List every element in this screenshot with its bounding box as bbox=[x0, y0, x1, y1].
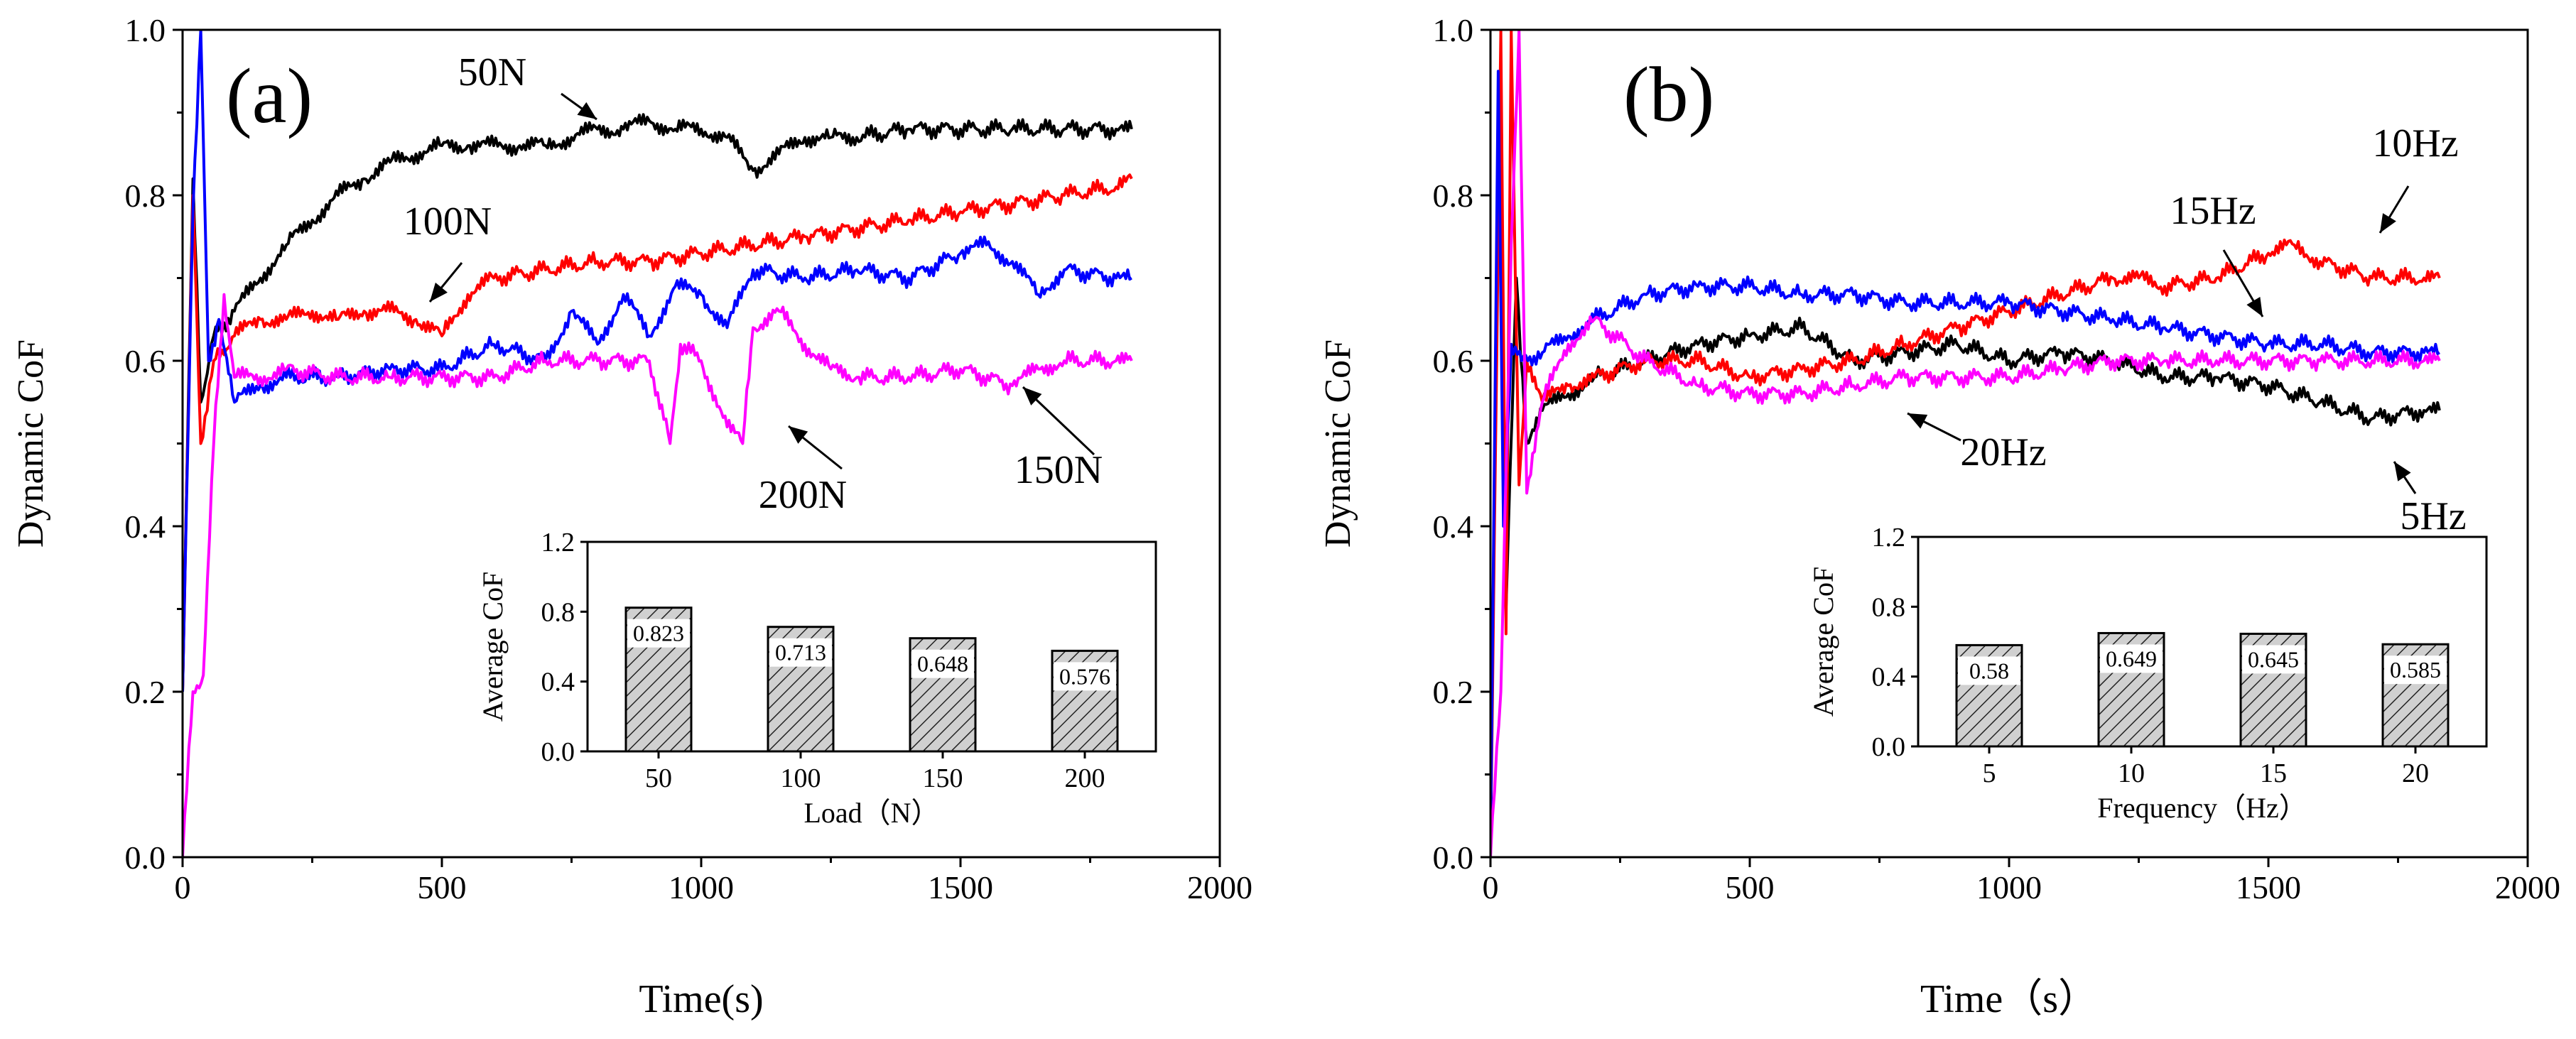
inset-bar-label-bg bbox=[627, 619, 690, 648]
inset-x-axis-label: Load（N） bbox=[803, 797, 939, 829]
annotation-arrowhead bbox=[1023, 387, 1042, 406]
annotation-arrowhead bbox=[2394, 462, 2411, 482]
series-line-15Hz bbox=[1490, 70, 2440, 857]
inset-bar-label-bg bbox=[2242, 645, 2305, 674]
panel-b: 0 500 1000 1500 2000 0.0 0.2 0.4 0.6 0.8 1.0 Time（s… bbox=[1318, 12, 2560, 1021]
x-tick-label: 500 bbox=[418, 869, 467, 905]
annotation-label: 10Hz bbox=[2372, 121, 2458, 165]
inset-bar-value-label: 0.585 bbox=[2390, 657, 2441, 682]
inset-bar-label-bg bbox=[2384, 656, 2447, 685]
inset-y-tick-label: 0.8 bbox=[1872, 592, 1906, 622]
inset-y-tick-label: 1.2 bbox=[541, 528, 575, 557]
annotation-arrowhead bbox=[577, 102, 597, 119]
inset-bar-label-bg bbox=[911, 649, 974, 678]
inset-x-tick-label: 150 bbox=[923, 763, 963, 793]
y-tick-label: 0.0 bbox=[125, 839, 166, 876]
annotation-label: 20Hz bbox=[1960, 430, 2046, 474]
inset-y-tick-label: 0.4 bbox=[541, 668, 575, 697]
annotation-label: 150N bbox=[1014, 448, 1103, 492]
annotation-label: 15Hz bbox=[2170, 189, 2256, 233]
series-line-100N bbox=[183, 173, 1133, 692]
inset-y-tick-label: 0.0 bbox=[541, 737, 575, 767]
inset-y-tick-label: 1.2 bbox=[1872, 523, 1906, 553]
inset-y-axis-label: Average CoF bbox=[1807, 567, 1839, 717]
y-tick-label: 0.8 bbox=[125, 178, 166, 214]
series-line-20Hz bbox=[1490, 30, 2441, 857]
series-line-200N bbox=[183, 293, 1133, 857]
inset-bar-label-bg bbox=[769, 638, 832, 667]
inset-bar-value-label: 0.648 bbox=[917, 651, 968, 677]
y-tick-label: 1.0 bbox=[1433, 12, 1474, 48]
y-tick-label: 0.0 bbox=[1433, 839, 1474, 876]
panel-label: (b) bbox=[1623, 51, 1714, 138]
annotation-arrowhead bbox=[1907, 413, 1928, 429]
inset-bar-value-label: 0.649 bbox=[2106, 646, 2157, 671]
inset-y-tick-label: 0.0 bbox=[1872, 732, 1906, 762]
inset-bar-value-label: 0.58 bbox=[1969, 658, 2009, 683]
x-tick-label: 1000 bbox=[669, 869, 734, 905]
inset-x-tick-label: 50 bbox=[645, 763, 672, 793]
annotation-arrowhead bbox=[430, 282, 448, 302]
series-line-10Hz bbox=[1490, 30, 2441, 857]
series-line-50N bbox=[183, 113, 1133, 692]
annotation-label: 100N bbox=[404, 200, 492, 244]
x-axis-label: Time（s） bbox=[1920, 977, 2098, 1021]
annotation-arrowhead bbox=[2380, 213, 2396, 233]
inset-x-tick-label: 100 bbox=[781, 763, 821, 793]
x-tick-label: 0 bbox=[1483, 869, 1499, 905]
x-tick-label: 2000 bbox=[2495, 869, 2560, 905]
inset-x-tick-label: 20 bbox=[2402, 758, 2429, 788]
y-tick-label: 0.4 bbox=[1433, 508, 1474, 545]
y-axis-label: Dynamic CoF bbox=[1318, 339, 1358, 548]
x-tick-label: 2000 bbox=[1187, 869, 1252, 905]
x-tick-label: 1500 bbox=[2236, 869, 2301, 905]
inset-y-axis-label: Average CoF bbox=[477, 572, 509, 722]
inset-bar-value-label: 0.823 bbox=[633, 621, 684, 646]
inset-x-tick-label: 5 bbox=[1983, 758, 1996, 788]
inset-y-tick-label: 0.4 bbox=[1872, 663, 1906, 692]
inset-x-tick-label: 200 bbox=[1065, 763, 1105, 793]
panel-label: (a) bbox=[226, 53, 313, 139]
inset-bar-value-label: 0.645 bbox=[2248, 646, 2299, 672]
inset-x-tick-label: 15 bbox=[2260, 758, 2287, 788]
inset-y-tick-label: 0.8 bbox=[541, 597, 575, 627]
inset-x-axis-label: Frequency（Hz） bbox=[2097, 792, 2307, 824]
y-tick-label: 0.2 bbox=[125, 674, 166, 710]
y-tick-label: 1.0 bbox=[125, 12, 166, 48]
inset-bar-value-label: 0.576 bbox=[1059, 663, 1110, 689]
x-axis-label: Time(s) bbox=[639, 977, 763, 1021]
panel-a: 0 500 1000 1500 2000 0.0 0.2 0.4 0.6 0.8 1.0 Time(s… bbox=[11, 12, 1252, 1021]
x-tick-label: 1000 bbox=[1976, 869, 2042, 905]
x-tick-label: 0 bbox=[175, 869, 191, 905]
annotation-label: 5Hz bbox=[2400, 494, 2466, 538]
inset-bar-label-bg bbox=[1958, 656, 2020, 685]
inset-x-tick-label: 10 bbox=[2118, 758, 2145, 788]
y-tick-label: 0.8 bbox=[1433, 178, 1474, 214]
annotation-label: 200N bbox=[759, 473, 847, 517]
y-tick-label: 0.6 bbox=[125, 343, 166, 379]
annotation-label: 50N bbox=[458, 50, 526, 94]
y-axis-label: Dynamic CoF bbox=[11, 339, 51, 548]
y-tick-label: 0.2 bbox=[1433, 674, 1474, 710]
x-tick-label: 1500 bbox=[928, 869, 993, 905]
inset-bar-value-label: 0.713 bbox=[775, 640, 826, 665]
y-tick-label: 0.6 bbox=[1433, 343, 1474, 379]
annotation-arrowhead bbox=[2246, 297, 2263, 317]
x-tick-label: 500 bbox=[1726, 869, 1775, 905]
inset-bar-label-bg bbox=[2100, 644, 2163, 673]
y-tick-label: 0.4 bbox=[125, 508, 166, 545]
annotation-arrowhead bbox=[789, 426, 808, 444]
inset-bar-label-bg bbox=[1054, 662, 1116, 691]
